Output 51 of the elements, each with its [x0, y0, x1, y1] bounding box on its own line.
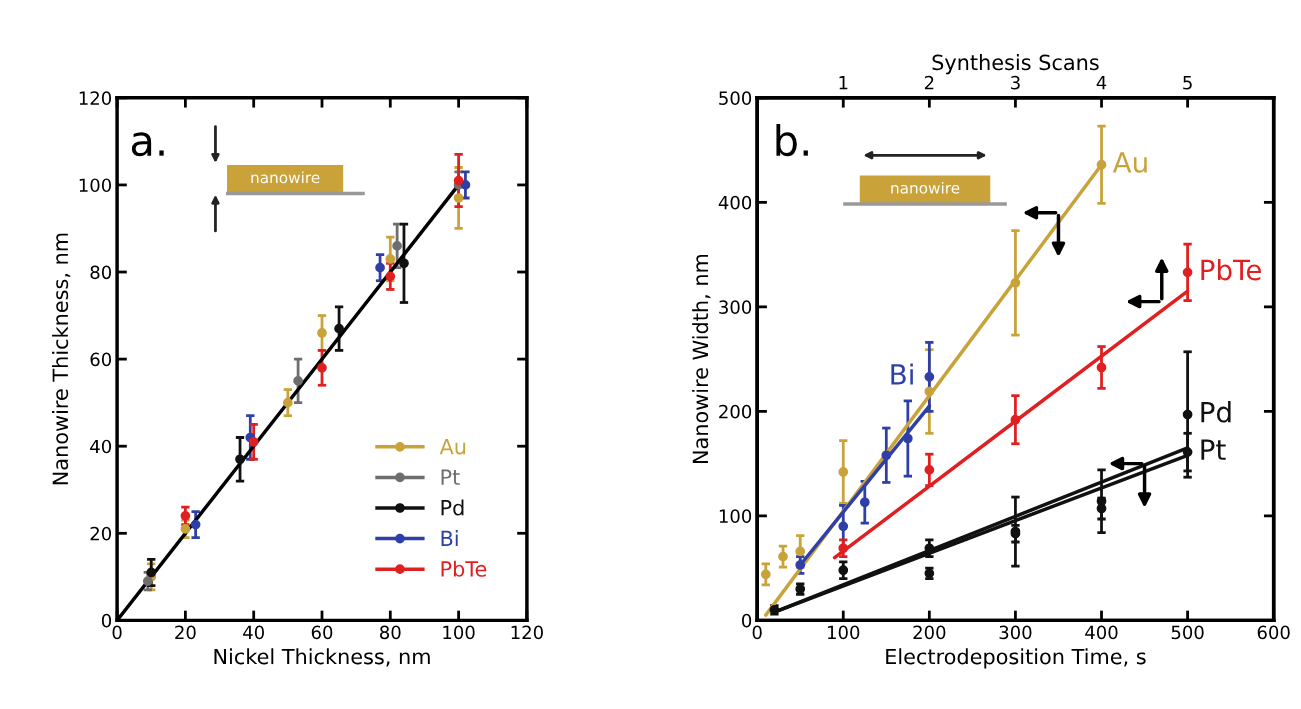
x-tick-label: 60 — [311, 625, 333, 640]
series-label: Bi — [891, 363, 913, 385]
x2-tick-label: 3 — [1011, 75, 1020, 90]
legend-label: Bi — [441, 530, 458, 546]
y-tick-label: 100 — [719, 509, 752, 523]
x-axis-title: Electrodeposition Time, s — [886, 648, 1146, 669]
y-tick-label: 120 — [79, 91, 112, 105]
x2-tick-label: 5 — [1183, 76, 1192, 90]
x-tick-label: 20 — [175, 625, 196, 640]
x-tick-label: 100 — [443, 625, 475, 640]
annotation: nanowire — [251, 171, 320, 184]
legend-label: Au — [439, 438, 466, 455]
series-label: Au — [1112, 152, 1147, 173]
x2-tick-label: 2 — [924, 75, 934, 90]
x2-tick-label: 4 — [1096, 76, 1107, 90]
series-label: PbTe — [1201, 258, 1261, 281]
legend-label: Pt — [441, 469, 460, 485]
legend-label: PbTe — [441, 560, 487, 577]
y-axis-title: Nanowire Thickness, nm — [52, 233, 71, 485]
y-tick-label: 400 — [718, 195, 752, 210]
x2-axis-title: Synthesis Scans — [932, 54, 1099, 75]
x2-tick-label: 1 — [839, 76, 848, 90]
y-tick-label: 0 — [101, 613, 112, 628]
series-label: Pt — [1201, 439, 1226, 460]
y-axis-title: Nanowire Width, nm — [692, 254, 711, 464]
y-tick-label: 100 — [79, 178, 112, 193]
y-tick-label: 80 — [90, 265, 112, 280]
x-tick-label: 0 — [752, 625, 762, 640]
y-tick-label: 300 — [719, 300, 752, 314]
x-tick-label: 0 — [112, 625, 122, 640]
x-tick-label: 120 — [511, 625, 543, 640]
annotation: b. — [776, 123, 808, 157]
y-tick-label: 20 — [90, 526, 112, 541]
annotation: nanowire — [891, 181, 960, 194]
x-tick-label: 80 — [380, 625, 401, 640]
x-tick-label: 100 — [828, 625, 860, 640]
series-label: Pd — [1201, 401, 1231, 423]
y-tick-label: 200 — [719, 404, 752, 419]
y-tick-label: 500 — [719, 91, 752, 105]
y-tick-label: 60 — [90, 352, 112, 367]
x-tick-label: 300 — [999, 625, 1032, 640]
x-tick-label: 600 — [1257, 625, 1290, 640]
x-tick-label: 200 — [913, 625, 946, 640]
legend-label: Pd — [441, 499, 464, 516]
annotation: a. — [131, 132, 164, 157]
x-axis-title: Nickel Thickness, nm — [214, 648, 430, 667]
y-tick-label: 40 — [90, 439, 112, 454]
y-tick-label: 0 — [742, 613, 752, 628]
x-tick-label: 400 — [1085, 625, 1118, 640]
x-tick-label: 500 — [1171, 625, 1204, 640]
x-tick-label: 40 — [243, 625, 264, 640]
